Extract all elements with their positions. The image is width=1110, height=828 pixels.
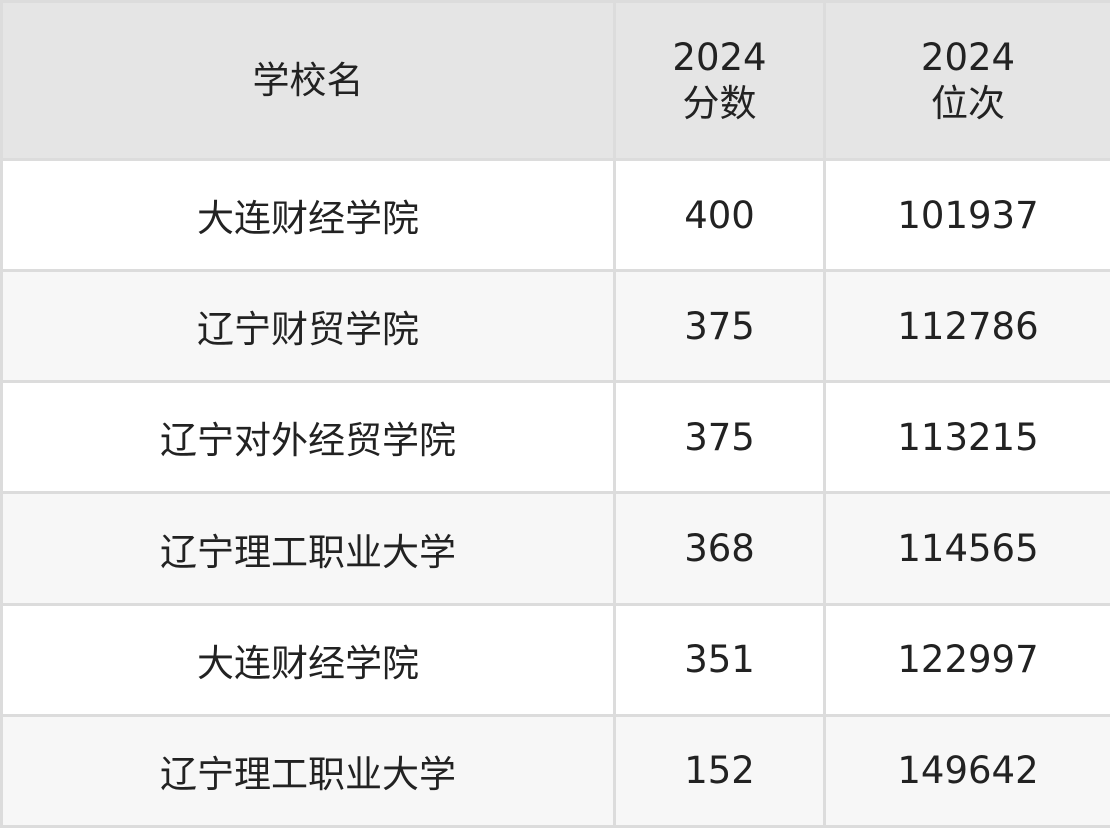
cell-score: 375 [613,380,826,495]
cell-score: 351 [613,602,826,717]
cell-score: 375 [613,269,826,384]
cell-score: 368 [613,491,826,606]
table-row: 大连财经学院 351 122997 [0,602,1110,717]
header-row: 学校名 2024 分数 2024 位次 [0,0,1110,161]
header-rank: 2024 位次 [823,0,1110,161]
table-row: 辽宁财贸学院 375 112786 [0,269,1110,384]
cell-school: 大连财经学院 [0,157,616,273]
cell-score: 400 [613,157,826,273]
table-row: 大连财经学院 400 101937 [0,157,1110,273]
table-row: 辽宁理工职业大学 152 149642 [0,713,1110,828]
header-rank-label: 位次 [931,81,1005,125]
cell-rank: 113215 [823,380,1110,495]
cell-rank: 114565 [823,491,1110,606]
cell-rank: 149642 [823,713,1110,828]
cell-rank: 122997 [823,602,1110,717]
cell-rank: 101937 [823,157,1110,273]
table-row: 辽宁理工职业大学 368 114565 [0,491,1110,606]
header-score-year: 2024 [672,35,767,79]
header-score-label: 分数 [682,81,757,125]
header-school: 学校名 [0,0,616,161]
cell-school: 大连财经学院 [0,602,616,717]
table-row: 辽宁对外经贸学院 375 113215 [0,380,1110,495]
cell-school: 辽宁财贸学院 [0,269,616,384]
cell-school: 辽宁对外经贸学院 [0,380,616,495]
cell-school: 辽宁理工职业大学 [0,491,616,606]
cell-school: 辽宁理工职业大学 [0,713,616,828]
header-school-label: 学校名 [252,58,364,102]
cell-rank: 112786 [823,269,1110,384]
header-rank-year: 2024 [920,35,1016,79]
header-score: 2024 分数 [613,0,826,161]
cell-score: 152 [613,713,826,828]
